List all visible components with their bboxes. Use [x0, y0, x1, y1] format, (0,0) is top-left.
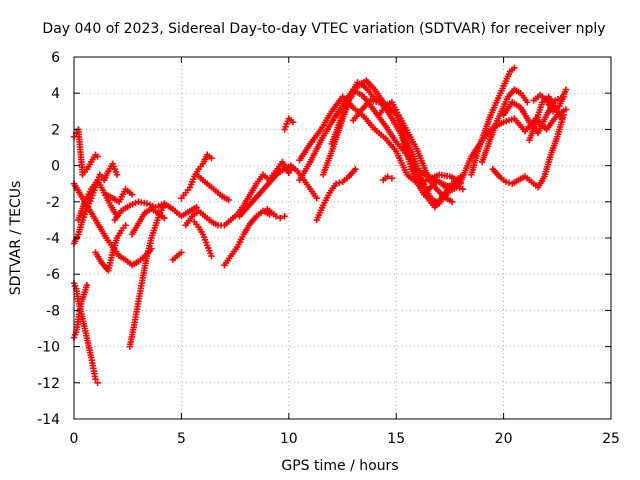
y-tick-label: -10: [37, 340, 60, 356]
data-point: [272, 213, 280, 220]
data-point: [83, 281, 91, 289]
y-tick-label: -4: [46, 231, 60, 247]
series-trace-29: [468, 64, 518, 178]
x-tick-label: 5: [177, 431, 186, 447]
series-trace-3: [70, 281, 91, 341]
data-point: [277, 214, 284, 222]
data-point: [457, 173, 464, 180]
y-tick-label: 4: [51, 86, 60, 102]
x-tick-label: 10: [280, 431, 298, 447]
y-tick-label: 2: [51, 122, 60, 138]
data-points: [70, 64, 570, 386]
series-trace-8: [103, 185, 136, 205]
y-tick-labels: -14 -12 -10 -8 -6 -4 -2 0 2 4 6: [37, 50, 60, 428]
x-tick-label: 15: [387, 431, 405, 447]
data-point: [208, 252, 215, 260]
data-point: [94, 153, 101, 160]
data-point: [457, 180, 464, 187]
data-point: [388, 175, 396, 182]
series-trace-19: [264, 205, 288, 222]
series-trace-10: [111, 198, 200, 224]
data-point: [208, 155, 215, 162]
series-trace-34: [530, 86, 570, 115]
data-point: [225, 196, 232, 204]
x-tick-labels: 0 5 10 15 20 25: [70, 431, 620, 447]
y-tick-label: -2: [46, 195, 60, 211]
data-point: [352, 166, 359, 173]
y-tick-label: -8: [46, 303, 60, 319]
data-point: [336, 179, 343, 186]
data-point: [459, 185, 466, 193]
x-tick-label: 25: [602, 431, 620, 447]
series-trace-15: [191, 218, 215, 260]
data-point: [193, 204, 200, 211]
data-point: [92, 375, 99, 383]
series-trace-11: [128, 205, 168, 238]
data-point: [511, 64, 518, 72]
data-point: [113, 171, 121, 178]
series-trace-30: [478, 86, 531, 166]
data-point: [562, 86, 570, 93]
data-point: [122, 222, 129, 229]
series-trace-12: [169, 249, 185, 263]
data-point: [453, 178, 460, 186]
data-point: [448, 198, 456, 205]
series-trace-1: [70, 126, 101, 178]
series-trace-27: [313, 166, 359, 224]
data-point: [94, 379, 101, 386]
data-point: [505, 179, 513, 186]
data-point: [128, 191, 136, 198]
data-point: [313, 194, 320, 202]
series-trace-17: [221, 207, 273, 269]
y-tick-label: 6: [51, 50, 60, 66]
data-point: [453, 184, 460, 191]
y-tick-label: -12: [37, 376, 60, 392]
series-trace-31: [489, 111, 567, 191]
y-axis-label: SDTVAR / TECUs: [8, 181, 24, 296]
axis-ticks: [73, 56, 612, 420]
series-trace-9: [126, 202, 168, 350]
y-tick-label: -14: [37, 412, 60, 428]
data-point: [178, 249, 185, 256]
x-tick-label: 20: [495, 431, 513, 447]
series-trace-18: [236, 162, 320, 220]
data-point: [384, 173, 391, 180]
data-point: [456, 185, 463, 192]
chart-title: Day 040 of 2023, Sidereal Day-to-day VTE…: [42, 21, 605, 37]
data-point: [289, 118, 297, 126]
data-point: [524, 99, 531, 106]
y-tick-label: 0: [51, 159, 60, 175]
data-point: [558, 115, 565, 122]
series-trace-28: [380, 173, 396, 184]
data-point: [281, 213, 288, 220]
series-trace-20: [281, 115, 297, 133]
series-trace-7: [92, 222, 129, 274]
series-trace-26: [375, 99, 466, 198]
series-trace-6: [75, 176, 121, 224]
series-trace-4: [70, 160, 121, 247]
data-point: [502, 178, 509, 186]
x-tick-label: 0: [70, 431, 79, 447]
x-axis-label: GPS time / hours: [281, 458, 398, 474]
data-point: [562, 106, 570, 113]
y-tick-label: -6: [46, 267, 60, 283]
data-point: [332, 180, 340, 187]
data-point: [161, 214, 168, 222]
series-trace-16: [193, 171, 232, 204]
